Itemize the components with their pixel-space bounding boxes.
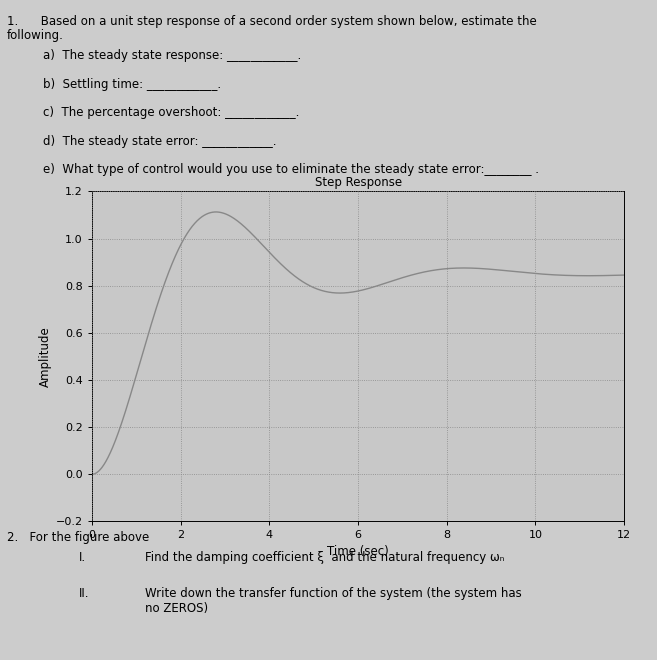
Text: following.: following. xyxy=(7,29,64,42)
Text: b)  Settling time: ____________.: b) Settling time: ____________. xyxy=(43,78,221,91)
Text: d)  The steady state error: ____________.: d) The steady state error: ____________. xyxy=(43,135,276,148)
Text: II.: II. xyxy=(79,587,89,601)
Text: 1.      Based on a unit step response of a second order system shown below, esti: 1. Based on a unit step response of a se… xyxy=(7,15,536,28)
Text: Write down the transfer function of the system (the system has
no ZEROS): Write down the transfer function of the … xyxy=(145,587,521,615)
Text: I.: I. xyxy=(79,551,86,564)
Text: Find the damping coefficient ξ  and the natural frequency ωₙ: Find the damping coefficient ξ and the n… xyxy=(145,551,504,564)
Text: a)  The steady state response: ____________.: a) The steady state response: __________… xyxy=(43,50,301,63)
X-axis label: Time (sec): Time (sec) xyxy=(327,544,389,558)
Title: Step Response: Step Response xyxy=(315,176,401,189)
Y-axis label: Amplitude: Amplitude xyxy=(39,326,52,387)
Text: e)  What type of control would you use to eliminate the steady state error:_____: e) What type of control would you use to… xyxy=(43,163,539,176)
Text: c)  The percentage overshoot: ____________.: c) The percentage overshoot: ___________… xyxy=(43,106,299,119)
Text: 2.   For the figure above: 2. For the figure above xyxy=(7,531,149,544)
